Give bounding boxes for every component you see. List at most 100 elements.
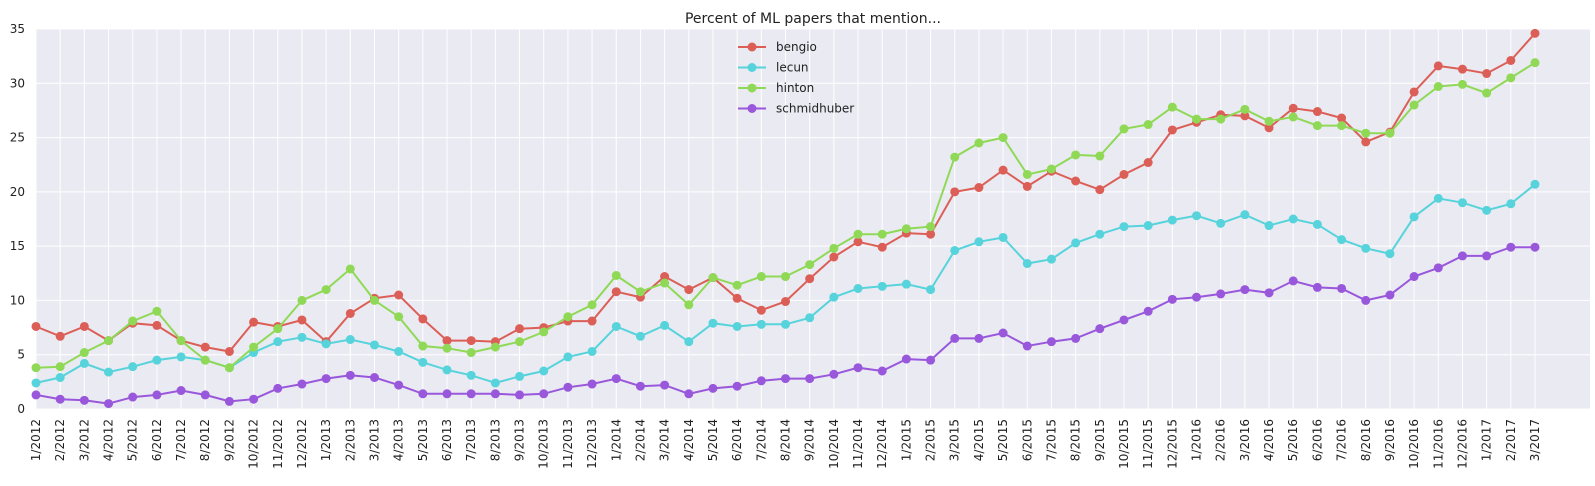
data-point-lecun <box>1143 221 1153 231</box>
data-point-schmidhuber <box>1312 282 1322 292</box>
data-point-bengio <box>1071 176 1081 186</box>
x-tick-label: 2/2015 <box>924 419 938 461</box>
data-point-schmidhuber <box>31 390 41 400</box>
data-point-lecun <box>660 320 670 330</box>
data-point-lecun <box>128 362 138 372</box>
data-point-schmidhuber <box>732 381 742 391</box>
x-tick-label: 9/2014 <box>803 419 817 461</box>
data-point-hinton <box>901 224 911 234</box>
data-point-lecun <box>781 319 790 329</box>
data-point-lecun <box>1216 218 1226 228</box>
legend-label: lecun <box>776 61 809 75</box>
data-point-schmidhuber <box>1216 289 1226 299</box>
y-tick-label: 25 <box>10 131 25 145</box>
data-point-hinton <box>224 363 234 373</box>
data-point-bengio <box>1312 107 1322 117</box>
data-point-hinton <box>781 272 790 282</box>
x-tick-label: 11/2014 <box>851 419 865 469</box>
data-point-hinton <box>466 348 476 358</box>
data-point-lecun <box>1022 259 1032 269</box>
data-point-schmidhuber <box>369 373 379 383</box>
data-point-hinton <box>418 341 428 351</box>
data-point-schmidhuber <box>587 379 597 389</box>
data-point-lecun <box>1312 219 1322 229</box>
x-tick-label: 4/2013 <box>392 419 406 461</box>
x-tick-label: 3/2013 <box>367 419 381 461</box>
data-point-schmidhuber <box>55 394 65 404</box>
data-point-schmidhuber <box>756 376 766 386</box>
data-point-hinton <box>635 287 645 297</box>
data-point-schmidhuber <box>442 389 452 399</box>
data-point-bengio <box>79 321 89 331</box>
data-point-hinton <box>829 243 839 253</box>
data-point-schmidhuber <box>1167 294 1177 304</box>
data-point-schmidhuber <box>466 389 476 399</box>
data-point-hinton <box>369 295 379 305</box>
data-point-hinton <box>249 342 259 352</box>
x-tick-label: 1/2013 <box>319 419 333 461</box>
data-point-lecun <box>442 365 452 375</box>
x-tick-label: 1/2012 <box>29 419 43 461</box>
x-tick-label: 3/2016 <box>1238 419 1252 461</box>
data-point-schmidhuber <box>1506 242 1516 252</box>
x-tick-label: 2/2017 <box>1504 419 1518 461</box>
data-point-hinton <box>732 280 742 290</box>
data-point-hinton <box>1385 128 1395 138</box>
x-tick-label: 11/2012 <box>271 419 285 469</box>
data-point-hinton <box>1167 102 1177 112</box>
data-point-lecun <box>1095 229 1105 239</box>
data-point-schmidhuber <box>515 390 525 400</box>
data-point-lecun <box>901 279 911 289</box>
legend-item-schmidhuber: schmidhuber <box>738 102 854 116</box>
data-point-hinton <box>1433 82 1443 92</box>
data-point-lecun <box>1046 254 1056 264</box>
data-point-schmidhuber <box>200 390 210 400</box>
data-point-schmidhuber <box>1240 285 1250 295</box>
x-tick-label: 3/2014 <box>658 419 672 461</box>
data-point-hinton <box>1022 169 1032 179</box>
data-point-bengio <box>1361 137 1371 147</box>
data-point-lecun <box>563 352 573 362</box>
data-point-schmidhuber <box>79 395 89 405</box>
data-point-hinton <box>515 337 525 347</box>
x-tick-label: 6/2012 <box>150 419 164 461</box>
data-point-hinton <box>200 355 210 365</box>
x-tick-label: 4/2012 <box>102 419 116 461</box>
x-tick-label: 1/2014 <box>609 419 623 461</box>
data-point-schmidhuber <box>877 366 887 376</box>
data-point-bengio <box>998 165 1008 175</box>
data-point-lecun <box>926 285 936 295</box>
data-point-schmidhuber <box>345 370 355 380</box>
data-point-schmidhuber <box>901 354 911 364</box>
data-point-schmidhuber <box>1361 295 1371 305</box>
data-point-bengio <box>1240 111 1250 121</box>
x-tick-label: 1/2016 <box>1190 419 1204 461</box>
data-point-hinton <box>660 278 670 288</box>
x-tick-label: 11/2013 <box>561 419 575 469</box>
data-point-lecun <box>1288 214 1298 224</box>
data-point-bengio <box>587 316 597 326</box>
data-point-schmidhuber <box>1433 263 1443 273</box>
data-point-lecun <box>466 370 476 380</box>
series-hinton <box>31 58 1540 373</box>
data-point-lecun <box>152 355 162 365</box>
x-tick-label: 4/2016 <box>1262 419 1276 461</box>
data-point-bengio <box>781 297 790 307</box>
data-point-bengio <box>877 242 887 252</box>
x-tick-label: 2/2012 <box>53 419 67 461</box>
data-point-bengio <box>442 336 452 346</box>
data-point-schmidhuber <box>176 386 186 396</box>
data-point-schmidhuber <box>563 382 573 392</box>
data-point-schmidhuber <box>998 328 1008 338</box>
data-point-schmidhuber <box>781 374 790 384</box>
x-tick-label: 12/2016 <box>1455 419 1469 469</box>
data-point-hinton <box>1095 151 1105 161</box>
data-point-hinton <box>1312 121 1322 131</box>
data-point-bengio <box>466 336 476 346</box>
y-tick-label: 10 <box>10 293 25 307</box>
data-point-bengio <box>1095 185 1105 195</box>
x-tick-label: 9/2016 <box>1383 419 1397 461</box>
x-tick-label: 6/2016 <box>1310 419 1324 461</box>
data-point-bengio <box>1337 113 1347 123</box>
data-point-bengio <box>829 252 839 262</box>
